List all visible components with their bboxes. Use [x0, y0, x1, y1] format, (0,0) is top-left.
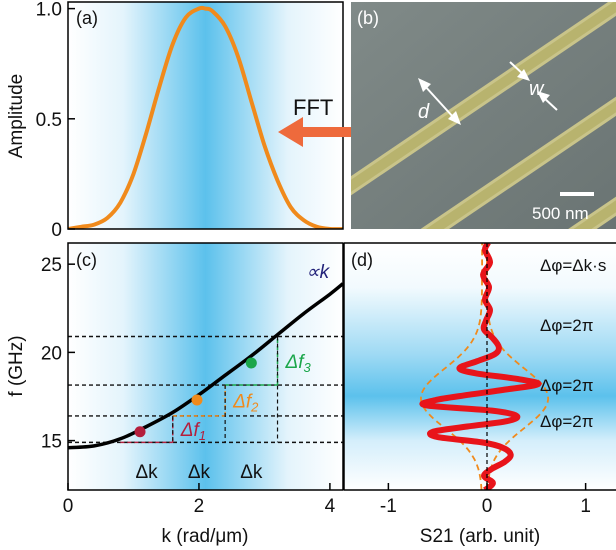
phase-label: Δφ=2π	[540, 412, 594, 431]
panel-c-xtick-label: 4	[325, 496, 336, 517]
panel-a-ylabel: Amplitude	[6, 74, 27, 159]
wire-2-core	[425, 100, 616, 229]
phase-label: Δφ=2π	[540, 316, 594, 335]
scale-bar	[560, 192, 594, 196]
panel-c-label: (c)	[76, 250, 97, 270]
panel-a-ytick-label: 1.0	[36, 0, 62, 21]
envelope-left	[420, 243, 483, 490]
fft-arrow-head	[278, 117, 303, 147]
panel-c-background	[68, 243, 343, 490]
panel-c-ytick-label: 15	[41, 432, 62, 453]
panel-b-micrograph: (b) d w 500 nm	[351, 2, 616, 229]
width-w-arrowhead-bottom	[537, 91, 550, 103]
proportional-k-annotation: ∝k	[306, 262, 331, 283]
scale-bar-label: 500 nm	[532, 204, 589, 223]
dispersion-curve	[68, 282, 343, 450]
phase-label: Δφ=2π	[540, 376, 594, 395]
wire-1-core	[351, 2, 616, 192]
panel-d-xtick-label: 0	[482, 496, 493, 517]
spacing-d-arrowhead-bottom	[448, 111, 461, 125]
panel-d-xtick-label: -1	[380, 496, 397, 517]
panel-c: Δk Δk Δk Δf1 Δf2 Δf3 0 2 4 15 20 25 (c) ∝k k (rad/μ…	[6, 242, 344, 547]
delta-f-label: Δf3	[285, 352, 312, 375]
fft-arrow: FFT	[278, 95, 351, 147]
wire-3-core	[573, 200, 616, 229]
panel-b-label: (b)	[357, 8, 379, 28]
spacing-d-arrow	[423, 84, 455, 119]
fft-arrow-shaft	[300, 127, 351, 137]
panel-d-label: (d)	[351, 250, 373, 270]
panel-d: Δφ=Δk·s Δφ=2π Δφ=2π Δφ=2π -1 0 1 (d) S21 (arb.…	[343, 242, 616, 547]
panel-a-ytick-label: 0.5	[36, 110, 62, 131]
panel-a-frame	[67, 1, 344, 230]
delta-f-label: Δf1	[180, 420, 206, 443]
panel-c-xtick-label: 2	[194, 496, 205, 517]
panel-c-ytick-label: 20	[41, 343, 62, 364]
panel-a: 0 0.5 1.0 (a) Amplitude	[6, 0, 344, 241]
panel-a-background	[68, 2, 343, 229]
fft-label: FFT	[293, 95, 333, 120]
panel-a-ytick-label: 0	[51, 220, 62, 241]
dispersion-point	[134, 426, 146, 438]
dispersion-point	[191, 394, 203, 406]
delta-k-label: Δk	[240, 462, 263, 483]
panel-a-label: (a)	[76, 8, 98, 28]
panel-d-xlabel: S21 (arb. unit)	[420, 526, 540, 547]
delta-k-label: Δk	[135, 462, 158, 483]
delta-f-label: Δf2	[232, 391, 259, 414]
phase-label: Δφ=Δk·s	[540, 256, 606, 275]
panel-c-ylabel: f (GHz)	[6, 335, 27, 396]
panel-c-xlabel: k (rad/μm)	[162, 526, 249, 547]
spacing-d-arrowhead-top	[418, 78, 431, 92]
panel-c-frame	[67, 242, 344, 491]
width-w-arrowhead-top	[517, 69, 530, 81]
s21-trace	[419, 243, 542, 490]
delta-k-label: Δk	[188, 462, 211, 483]
amplitude-curve	[68, 5, 343, 229]
spacing-d-label: d	[418, 101, 430, 123]
panel-d-background	[344, 243, 616, 490]
panel-d-xtick-label: 1	[580, 496, 591, 517]
dispersion-point	[245, 357, 257, 369]
width-w-label: w	[529, 78, 545, 100]
panel-c-ytick-label: 25	[41, 255, 62, 276]
panel-c-xtick-label: 0	[63, 496, 74, 517]
